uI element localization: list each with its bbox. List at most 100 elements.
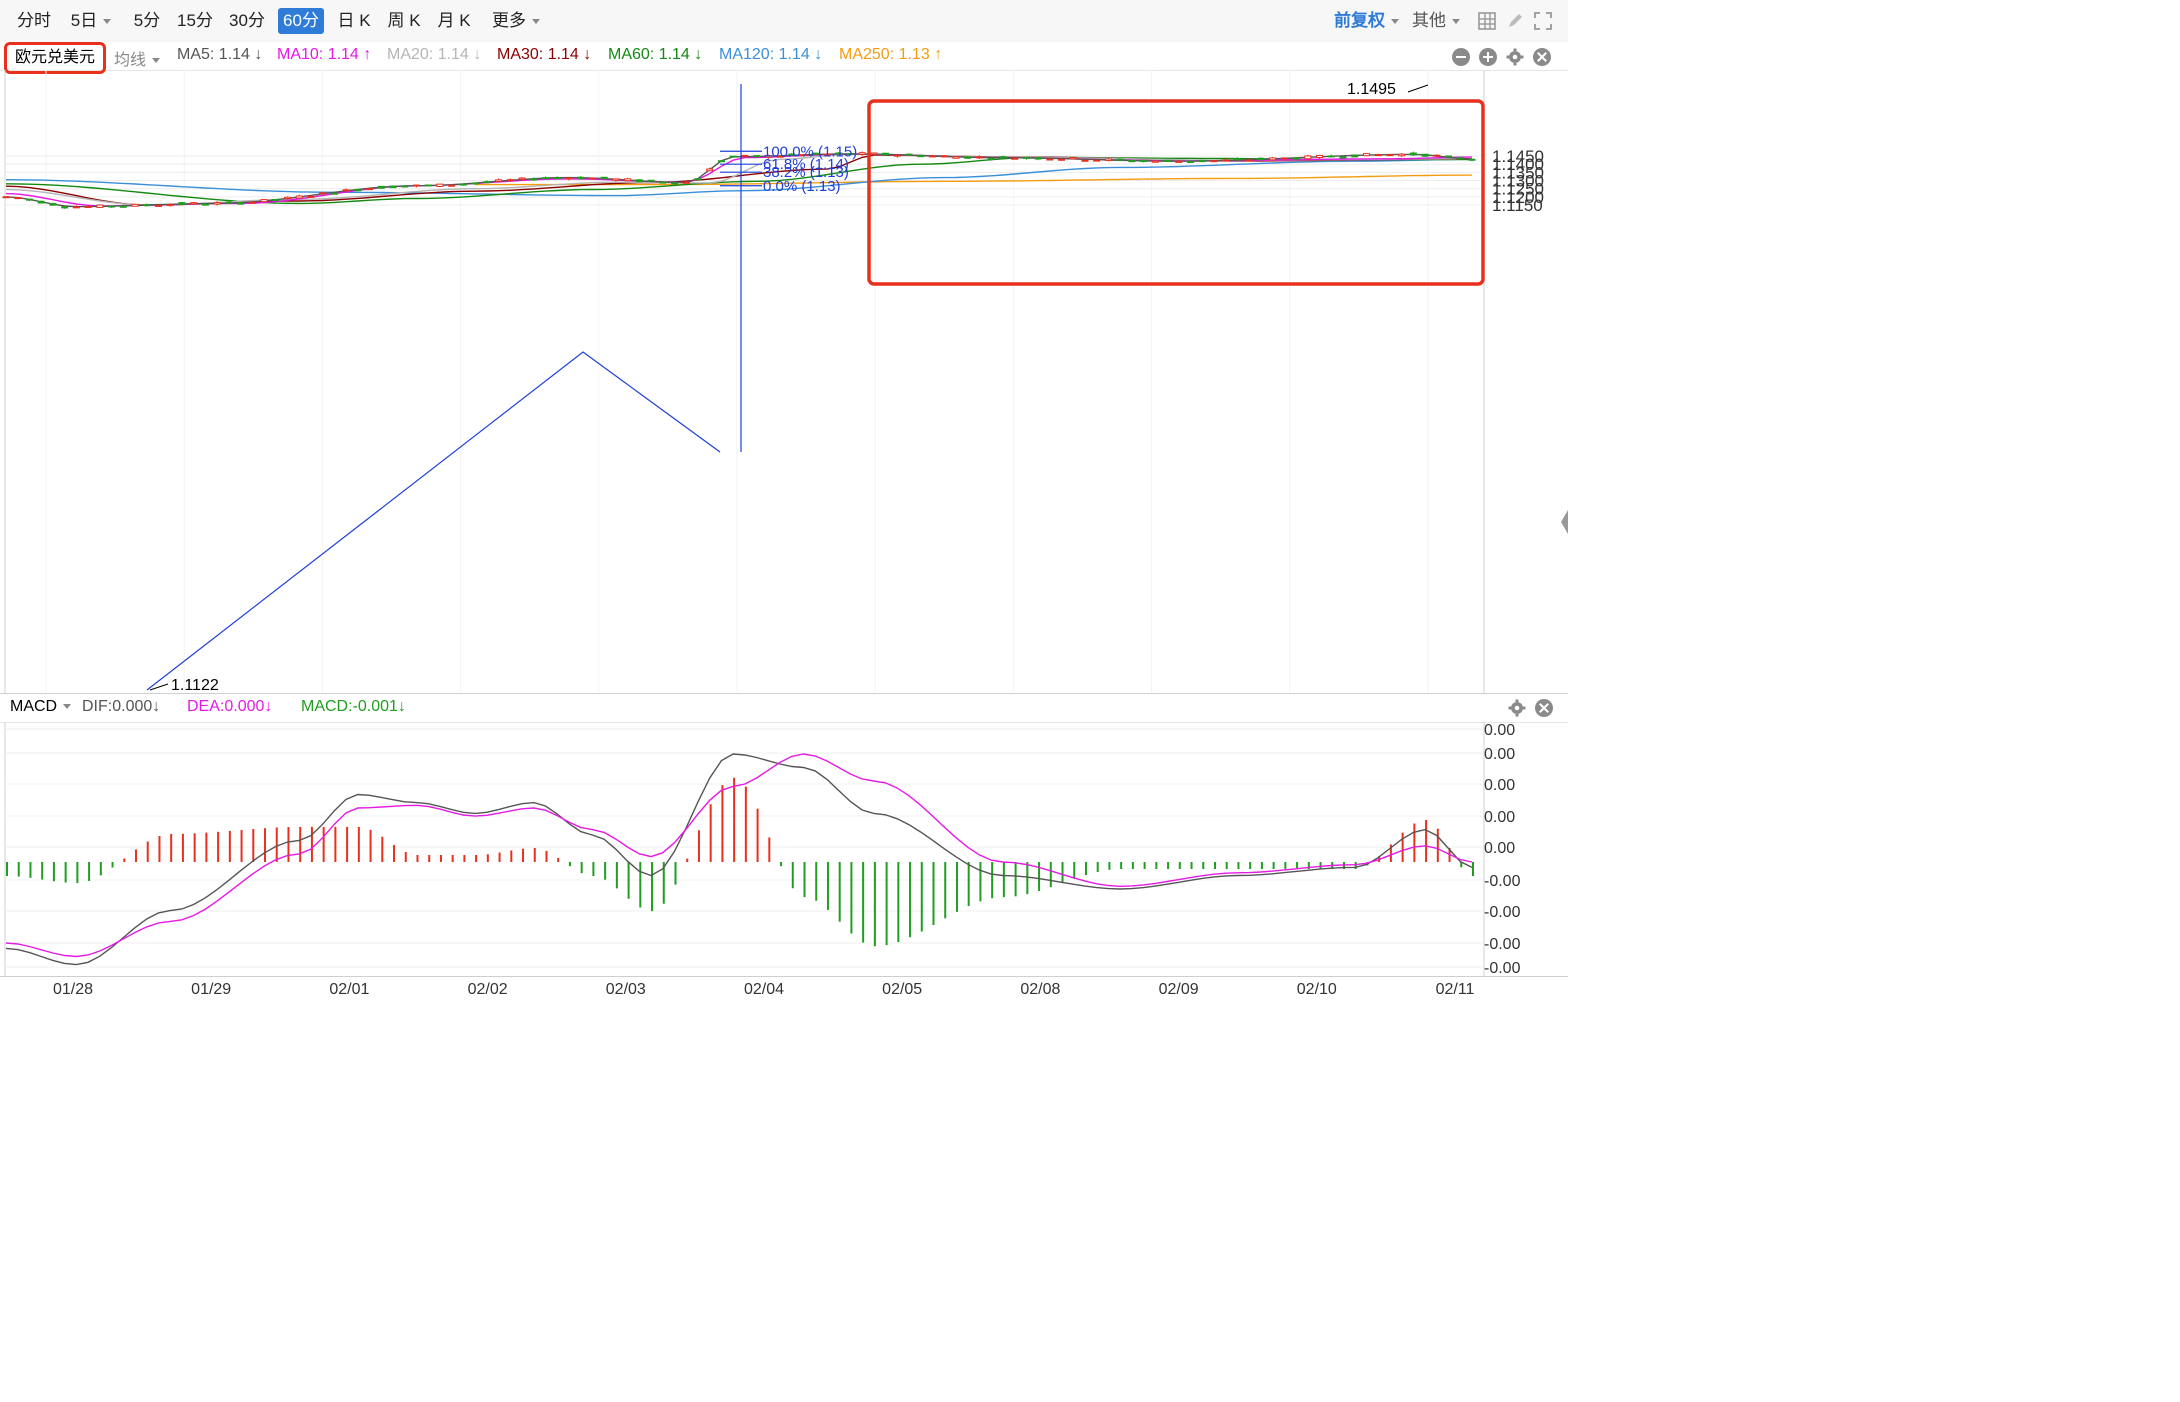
add-icon[interactable] <box>1479 48 1497 66</box>
candle-body <box>600 176 608 180</box>
candle-body <box>119 205 127 208</box>
candle-body <box>1222 159 1230 162</box>
minimize-icon[interactable] <box>1452 48 1470 66</box>
candle-body <box>166 204 174 207</box>
candle-body <box>14 197 22 200</box>
tab-5day[interactable]: 5日 <box>64 8 118 34</box>
candle-body <box>260 199 268 203</box>
gear-icon[interactable] <box>1508 699 1526 717</box>
candle-body <box>717 160 725 163</box>
candle-body <box>940 155 948 158</box>
collapse-arrow-icon <box>1561 510 1568 534</box>
ma30-legend: MA30: 1.14 ↓ <box>497 46 591 64</box>
candle-body <box>764 155 772 158</box>
macd-dea-value: DEA:0.000↓ <box>187 698 273 715</box>
candle-body <box>975 156 983 159</box>
candle-body <box>1151 160 1159 163</box>
candle-body <box>1292 157 1300 160</box>
candle-body <box>729 155 737 158</box>
other-label: 其他 <box>1412 11 1446 30</box>
candle-body <box>1468 158 1476 161</box>
candle-body <box>1198 159 1206 163</box>
dif-line <box>5 753 1473 966</box>
candle-body <box>1362 153 1370 157</box>
tab-5min[interactable]: 5分 <box>133 11 161 30</box>
adjust-dropdown[interactable]: 前复权 <box>1334 8 1399 34</box>
candle-body <box>1187 160 1195 163</box>
symbol-label[interactable]: 欧元兑美元 <box>4 42 106 74</box>
candle-body <box>143 204 151 207</box>
candle-body <box>330 192 338 195</box>
candle-body <box>577 176 585 180</box>
price-chart[interactable]: 1.14501.14001.13501.13001.12501.12001.11… <box>0 70 1568 693</box>
candle-body <box>823 153 831 156</box>
candle-body <box>412 184 420 187</box>
grid-layout-icon[interactable] <box>1478 12 1496 30</box>
draw-pen-icon[interactable] <box>1506 12 1524 30</box>
high-pointer <box>1407 84 1429 93</box>
candle-body <box>2 196 10 199</box>
candles <box>2 151 1476 209</box>
ma10-line <box>5 153 1473 207</box>
tab-60min[interactable]: 60分 <box>278 8 324 34</box>
ma250-line <box>475 174 1473 186</box>
high-price-label: 1.1495 <box>1347 81 1396 98</box>
ma20-label: MA20: 1.14 <box>387 46 469 63</box>
macd-indicator-dropdown[interactable]: MACD <box>10 698 72 716</box>
fib-level-label: 100.0% (1.15) <box>763 143 857 160</box>
candle-body <box>131 203 139 207</box>
candle-body <box>1445 155 1453 158</box>
tab-15min[interactable]: 15分 <box>177 11 213 30</box>
candle-body <box>1046 158 1054 161</box>
tab-30min[interactable]: 30分 <box>229 11 265 30</box>
candle-body <box>190 202 198 205</box>
ma120-legend: MA120: 1.14 ↓ <box>719 46 822 64</box>
ma30-label: MA30: 1.14 <box>497 46 579 63</box>
candle-body <box>283 196 291 199</box>
candle-body <box>1081 159 1089 162</box>
candle-body <box>999 156 1007 159</box>
price-tick-label: 1.1450 <box>1492 147 1544 166</box>
candle-body <box>518 177 526 180</box>
candle-body <box>49 203 57 206</box>
other-dropdown[interactable]: 其他 <box>1412 8 1460 34</box>
candle-body <box>741 154 749 157</box>
ma-legend-bar: 欧元兑美元 均线 MA5: 1.14 ↓ MA10: 1.14 ↑ MA20: … <box>0 42 1568 74</box>
close-icon[interactable] <box>1535 699 1553 717</box>
candle-body <box>506 179 514 182</box>
macd-chart[interactable]: 0.00 0.00 0.00 0.00 0.00 -0.00 -0.00 -0.00 -0.00 <box>0 722 1568 976</box>
tab-more[interactable]: 更多 <box>486 8 546 34</box>
candle-body <box>25 198 33 201</box>
ma20-legend: MA20: 1.14 ↓ <box>387 46 481 64</box>
candle-body <box>1034 157 1042 160</box>
tab-timeshare[interactable]: 分时 <box>17 11 51 30</box>
candle-body <box>1339 156 1347 159</box>
tab-weekly-k[interactable]: 周 K <box>387 11 421 30</box>
tab-monthly-k[interactable]: 月 K <box>437 11 471 30</box>
macd-tick-label: 0.00 <box>1484 722 1515 739</box>
candle-body <box>565 177 573 180</box>
candle-body <box>893 154 901 157</box>
fib-level-label: 61.8% (1.14) <box>763 156 849 173</box>
ma10-label: MA10: 1.14 <box>277 46 359 63</box>
close-icon[interactable] <box>1533 48 1551 66</box>
price-tick-label: 1.1200 <box>1492 188 1544 207</box>
candle-body <box>835 152 843 155</box>
candle-body <box>307 195 315 198</box>
candle-body <box>682 181 690 184</box>
macd-tick-label: 0.00 <box>1484 777 1515 794</box>
candle-body <box>1163 159 1171 162</box>
ma-mode-dropdown[interactable]: 均线 <box>114 46 161 70</box>
macd-grid <box>4 722 1485 976</box>
ma20-line <box>5 153 1472 206</box>
candle-body <box>1456 157 1464 160</box>
tab-daily-k[interactable]: 日 K <box>337 11 371 30</box>
fullscreen-icon[interactable] <box>1534 12 1552 30</box>
candle-body <box>846 153 854 156</box>
macd-legend-bar: MACD DIF:0.000↓ DEA:0.000↓ MACD:-0.001↓ <box>0 693 1568 723</box>
ma60-label: MA60: 1.14 <box>608 46 690 63</box>
fibonacci-tool: 100.0% (1.15)61.8% (1.14)38.2% (1.13)0.0… <box>146 84 857 691</box>
price-tick-label: 1.1150 <box>1492 196 1543 215</box>
fib-level-label: 38.2% (1.13) <box>763 164 849 181</box>
gear-icon[interactable] <box>1506 48 1524 66</box>
